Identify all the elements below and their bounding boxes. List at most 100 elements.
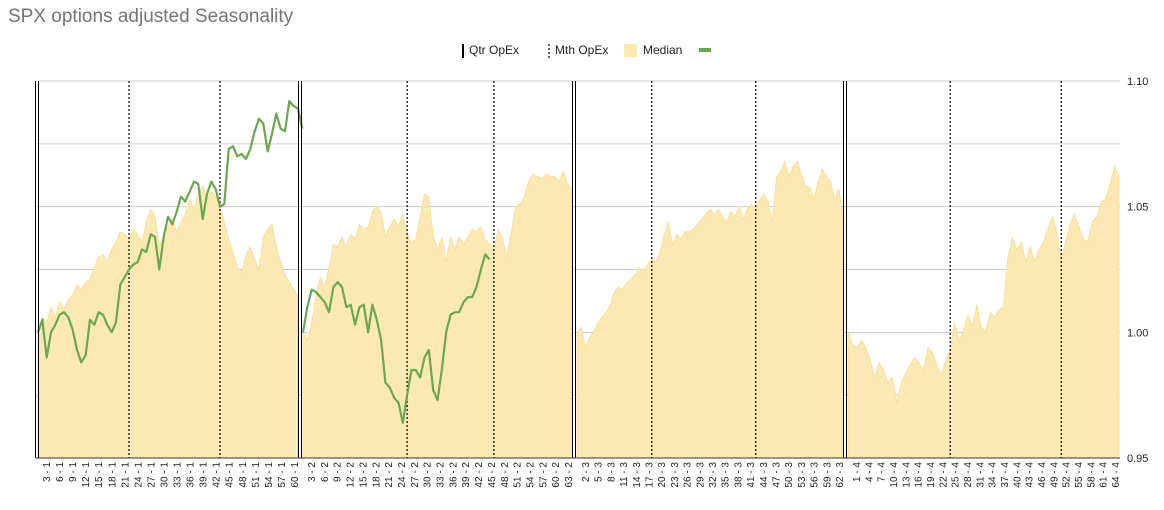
x-tick-label: 41 - 3	[746, 462, 757, 488]
x-tick-label: 44 - 3	[759, 462, 770, 488]
x-tick-label: 61 - 4	[1099, 462, 1110, 488]
median-area-q2	[302, 170, 573, 459]
x-tick-label: 18 - 2	[371, 462, 382, 488]
legend: Qtr OpEx Mth OpEx Median	[0, 43, 1164, 59]
x-tick-label: 53 - 3	[797, 462, 808, 488]
median-area-q3	[576, 160, 844, 459]
y-tick-label: 1.00	[1127, 327, 1148, 339]
x-tick-label: 9 - 2	[333, 462, 344, 482]
legend-qtr-opex-label: Qtr OpEx	[469, 43, 520, 57]
x-tick-label: 6 - 2	[320, 462, 331, 482]
x-tick-label: 45 - 2	[487, 462, 498, 488]
legend-mth-opex-label: Mth OpEx	[555, 43, 609, 57]
x-tick-label: 8 - 3	[606, 462, 617, 482]
x-tick-label: 50 - 3	[784, 462, 795, 488]
x-tick-label: 43 - 4	[1025, 462, 1036, 488]
x-tick-label: 51 - 1	[251, 462, 262, 488]
x-tick-label: 27 - 1	[146, 462, 157, 488]
x-tick-label: 15 - 2	[358, 462, 369, 488]
x-tick-label: 42 - 1	[212, 462, 223, 488]
x-tick-label: 51 - 2	[513, 462, 524, 488]
x-tick-label: 52 - 4	[1062, 462, 1073, 488]
x-tick-label: 39 - 2	[461, 462, 472, 488]
x-tick-label: 49 - 4	[1049, 462, 1060, 488]
y-tick-label: 0.95	[1127, 453, 1148, 465]
x-tick-label: 10 - 4	[889, 462, 900, 488]
x-tick-label: 19 - 4	[926, 462, 937, 488]
x-tick-label: 20 - 3	[657, 462, 668, 488]
x-tick-label: 21 - 2	[384, 462, 395, 488]
x-tick-label: 37 - 4	[1000, 462, 1011, 488]
x-tick-label: 40 - 4	[1012, 462, 1023, 488]
x-tick-label: 29 - 3	[695, 462, 706, 488]
x-tick-label: 46 - 4	[1037, 462, 1048, 488]
x-tick-label: 11 - 3	[619, 462, 630, 487]
median-area-q1	[37, 185, 299, 459]
x-tick-label: 16 - 4	[914, 462, 925, 488]
x-tick-label: 5 - 3	[594, 462, 605, 482]
legend-median-swatch	[624, 44, 637, 57]
x-tick-label: 13 - 4	[901, 462, 912, 488]
x-tick-label: 3 - 1	[42, 462, 53, 482]
x-tick-label: 60 - 1	[290, 462, 301, 488]
line-series-q2	[301, 253, 491, 424]
x-tick-label: 57 - 2	[538, 462, 549, 488]
x-tick-label: 22 - 4	[938, 462, 949, 488]
x-tick-label: 33 - 1	[173, 462, 184, 488]
x-tick-label: 24 - 1	[133, 462, 144, 488]
x-tick-label: 21 - 1	[120, 462, 131, 488]
chart-title: SPX options adjusted Seasonality	[8, 6, 294, 27]
x-tick-label: 39 - 1	[199, 462, 210, 488]
x-tick-label: 35 - 3	[721, 462, 732, 488]
x-tick-label: 56 - 3	[810, 462, 821, 488]
median-area-q4	[847, 165, 1120, 459]
x-tick-label: 45 - 1	[225, 462, 236, 488]
x-tick-label: 63 - 2	[564, 462, 575, 488]
x-tick-label: 60 - 2	[551, 462, 562, 488]
x-tick-label: 36 - 1	[186, 462, 197, 488]
x-tick-label: 48 - 1	[238, 462, 249, 488]
x-tick-label: 48 - 2	[500, 462, 511, 488]
x-tick-label: 14 - 3	[632, 462, 643, 488]
x-tick-label: 30 - 1	[160, 462, 171, 488]
x-tick-label: 12 - 2	[346, 462, 357, 488]
x-tick-label: 12 - 1	[81, 462, 92, 488]
x-tick-label: 64 - 4	[1111, 462, 1122, 488]
x-tick-label: 23 - 3	[670, 462, 681, 488]
x-tick-label: 9 - 1	[68, 462, 79, 482]
line-series-q1	[36, 99, 304, 364]
x-tick-label: 34 - 4	[988, 462, 999, 488]
x-tick-label: 42 - 2	[474, 462, 485, 488]
legend-qtr-opex-marker	[462, 44, 464, 58]
x-tick-label: 27 - 2	[410, 462, 421, 488]
x-tick-label: 62 - 3	[835, 462, 846, 488]
x-tick-label: 2 - 3	[581, 462, 592, 482]
legend-line-swatch	[699, 48, 711, 52]
x-tick-label: 24 - 2	[397, 462, 408, 488]
y-tick-label: 1.10	[1127, 76, 1148, 88]
x-tick-label: 6 - 1	[55, 462, 66, 482]
x-tick-label: 26 - 3	[683, 462, 694, 488]
x-tick-label: 55 - 4	[1074, 462, 1085, 488]
x-tick-label: 31 - 4	[975, 462, 986, 488]
x-tick-label: 18 - 1	[107, 462, 118, 488]
x-tick-label: 57 - 1	[277, 462, 288, 488]
x-tick-label: 15 - 1	[94, 462, 105, 488]
x-tick-label: 4 - 4	[864, 462, 875, 482]
x-tick-label: 3 - 2	[307, 462, 318, 482]
x-tick-label: 36 - 2	[448, 462, 459, 488]
x-tick-label: 58 - 4	[1086, 462, 1097, 488]
x-tick-label: 7 - 4	[877, 462, 888, 482]
x-tick-label: 32 - 3	[708, 462, 719, 488]
x-tick-label: 17 - 3	[645, 462, 656, 488]
x-tick-label: 1 - 4	[852, 462, 863, 482]
y-tick-label: 1.05	[1127, 202, 1148, 214]
x-tick-label: 33 - 2	[436, 462, 447, 488]
x-tick-label: 28 - 4	[963, 462, 974, 488]
x-tick-label: 38 - 3	[733, 462, 744, 488]
legend-median-label: Median	[643, 43, 683, 57]
x-tick-label: 59 - 3	[822, 462, 833, 488]
x-tick-label: 54 - 1	[264, 462, 275, 488]
x-tick-label: 30 - 2	[423, 462, 434, 488]
